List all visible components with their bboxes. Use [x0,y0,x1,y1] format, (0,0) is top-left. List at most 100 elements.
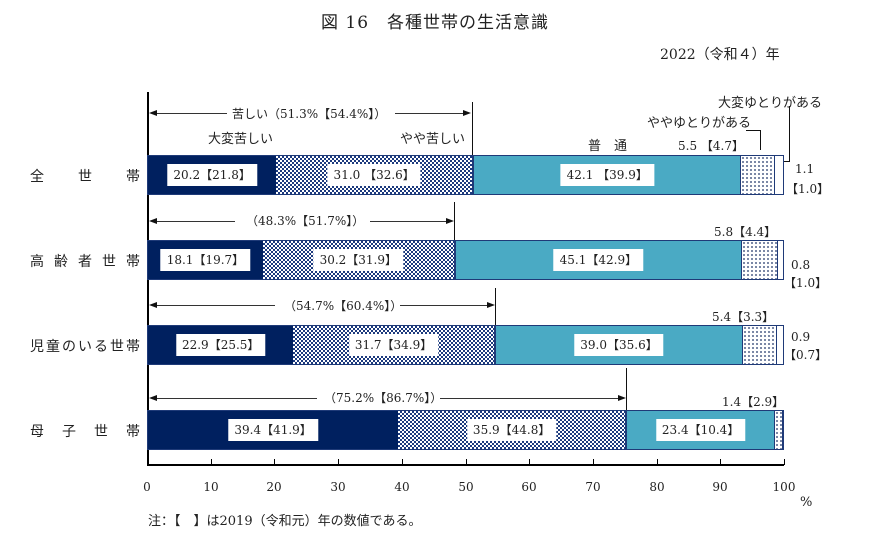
seg-very-hard: 22.9【25.5】 [148,326,294,364]
legend-somewhat-hard: やや苦しい [400,132,466,147]
bracket-end-2 [454,202,456,240]
x-tick-label: 100 [772,480,796,494]
leader-somewhat-comfortable-h [746,130,760,132]
chart-title: 図 16 各種世帯の生活意識 [320,13,550,33]
bar-single-mother: 39.4【41.9】 35.9【44.8】 23.4【10.4】 [147,410,784,450]
bracket-line [157,305,275,306]
leader-very-comfortable-h [780,161,790,163]
x-tick-label: 70 [585,480,601,494]
x-tick [720,459,722,465]
bracket-line [395,113,463,114]
bracket-end-4 [626,368,628,410]
x-tick-label: 60 [521,480,537,494]
small-label-2: 5.8【4.4】 [714,225,777,239]
seg-very-hard: 39.4【41.9】 [148,411,399,449]
row-label-all: 全 世 帯 [30,169,140,185]
bar-all: 20.2【21.8】 31.0 【32.6】 42.1 【39.9】 [147,155,784,195]
bracket-label-1: 苦しい（51.3%【54.4%】） [232,107,387,121]
x-tick-label: 50 [458,480,474,494]
x-tick-label: 80 [649,480,665,494]
legend-very-hard: 大変苦しい [208,132,274,147]
x-tick-label: 0 [143,480,151,494]
x-tick [465,459,467,465]
legend-somewhat-comfortable: ややゆとりがある [647,116,752,131]
bracket-end-1 [472,102,474,155]
seg-very-comfortable [777,241,783,279]
bracket-label-4: （75.2%【86.7%】） [324,391,443,405]
seg-label: 20.2【21.8】 [167,164,257,186]
seg-normal: 42.1 【39.9】 [473,156,741,194]
x-tick-label: 40 [394,480,410,494]
leader-very-comfortable-v [789,106,791,162]
seg-label: 23.4【10.4】 [655,419,746,441]
seg-very-hard: 18.1【19.7】 [148,241,263,279]
seg-label: 35.9【44.8】 [466,419,557,441]
arrow-right-icon [446,218,454,224]
x-tick [592,459,594,465]
bracket-label-2: （48.3%【51.7%】） [246,214,365,228]
seg-normal: 39.0【35.6】 [494,326,743,364]
seg-label: 18.1【19.7】 [160,249,251,271]
arrow-right-icon [463,110,471,116]
seg-somewhat-hard: 31.0 【32.6】 [276,156,474,194]
bracket-line [157,221,235,222]
seg-label: 31.7【34.9】 [348,334,439,356]
x-tick [529,459,531,465]
seg-very-comfortable [775,156,783,194]
seg-normal: 45.1【42.9】 [454,241,742,279]
x-tick-label: 10 [203,480,219,494]
tiny-label-1a: 1.1 [795,162,815,176]
bracket-line [370,221,446,222]
bracket-line [440,398,618,399]
bracket-label-3: （54.7%【60.4%】） [284,299,403,313]
legend-normal: 普 通 [588,139,628,154]
seg-very-comfortable [776,326,783,364]
x-tick [338,459,340,465]
arrow-right-icon [618,395,626,401]
small-label-3: 5.4【3.3】 [712,310,775,324]
x-tick-label: 20 [266,480,282,494]
seg-somewhat-hard: 30.2【31.9】 [262,241,455,279]
seg-somewhat-hard: 31.7【34.9】 [293,326,495,364]
seg-label: 22.9【25.5】 [175,334,266,356]
seg-label: 30.2【31.9】 [313,249,404,271]
bar-children: 22.9【25.5】 31.7【34.9】 39.0【35.6】 [147,325,784,365]
small-label-4: 1.4【2.9】 [722,395,785,409]
x-unit-label: % [800,495,813,510]
arrow-left-icon [149,302,157,308]
footnote: 注：【 】は2019（令和元）年の数値である。 [148,514,422,529]
seg-somewhat-comfortable [740,156,776,194]
arrow-left-icon [149,218,157,224]
seg-label: 45.1【42.9】 [553,249,644,271]
bracket-line [157,113,227,114]
tiny-label-1b: 【1.0】 [786,182,830,196]
x-tick-label: 90 [712,480,728,494]
seg-somewhat-comfortable [741,241,778,279]
small-label-1: 5.5 【4.7】 [678,139,744,153]
x-tick-label: 30 [330,480,346,494]
seg-somewhat-hard: 35.9【44.8】 [398,411,627,449]
seg-normal: 23.4【10.4】 [626,411,775,449]
x-tick [274,459,276,465]
bar-elderly: 18.1【19.7】 30.2【31.9】 45.1【42.9】 [147,240,784,280]
tiny-label-2a: 0.8 [791,258,811,272]
bracket-line [400,305,487,306]
row-label-elderly: 高齢者世帯 [30,254,140,270]
tiny-label-3a: 0.9 [791,330,811,344]
seg-label: 42.1 【39.9】 [560,164,654,186]
year-label: 2022（令和４）年 [660,47,780,63]
seg-very-hard: 20.2【21.8】 [148,156,277,194]
x-tick [210,459,212,465]
row-label-children: 児童のいる世帯 [30,339,140,355]
x-tick [147,459,148,465]
seg-label: 31.0 【32.6】 [327,164,421,186]
seg-label: 39.0【35.6】 [574,334,664,356]
leader-somewhat-comfortable-v [760,130,762,150]
seg-somewhat-comfortable [742,326,777,364]
arrow-left-icon [149,395,157,401]
x-tick [401,459,403,465]
legend-very-comfortable: 大変ゆとりがある [718,96,823,111]
seg-label: 39.4【41.9】 [228,419,318,441]
tiny-label-2b: 【1.0】 [784,276,828,290]
bracket-end-3 [495,288,497,325]
